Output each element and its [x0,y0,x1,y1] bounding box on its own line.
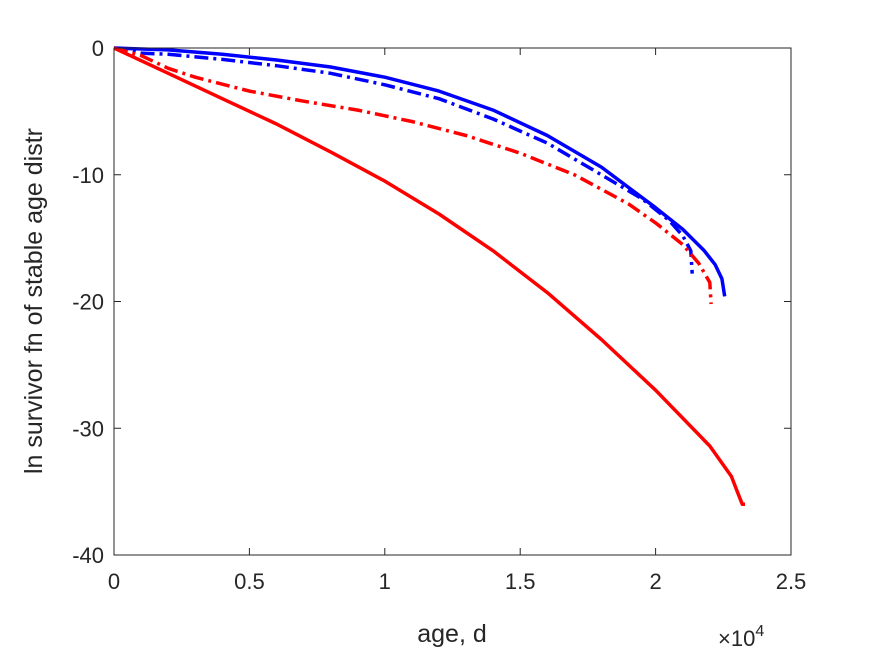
y-tick-label-0: 0 [92,36,104,61]
series-line-3 [113,46,713,305]
tick-layer: 0 0.5 1 1.5 2 2.5 0 -10 -20 -30 -40 [72,36,806,594]
x-tick-label-0: 0 [108,569,120,594]
x-axis-multiplier: ×104 [718,623,764,651]
x-tick-label-2: 1 [379,569,391,594]
x-tick-label-1: 0.5 [234,569,265,594]
x-multiplier-base: 10 [731,626,755,651]
x-multiplier-exponent: 4 [755,623,764,640]
y-tick-label-4: -40 [72,543,104,568]
x-multiplier-times: × [718,626,731,651]
series-line-1 [113,46,727,297]
svg-text:×104: ×104 [718,623,764,651]
x-axis-label: age, d [417,620,487,648]
x-tick-label-4: 2 [649,569,661,594]
x-tick-label-5: 2.5 [776,569,807,594]
series-line-4 [113,46,745,507]
series-layer [113,46,745,507]
x-tick-label-3: 1.5 [505,569,536,594]
series-line-2 [113,46,694,274]
y-axis-label: ln survivor fn of stable age distr [20,128,48,474]
y-tick-label-3: -30 [72,416,104,441]
y-tick-label-2: -20 [72,290,104,315]
y-tick-label-1: -10 [72,163,104,188]
